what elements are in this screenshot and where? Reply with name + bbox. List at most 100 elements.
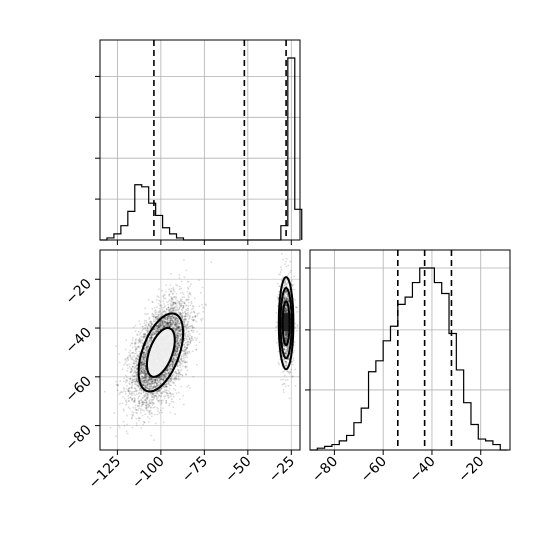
scatter-point — [152, 316, 155, 318]
scatter-point — [158, 394, 160, 396]
scatter-point — [150, 325, 153, 328]
scatter-point — [171, 318, 174, 321]
scatter-point — [176, 341, 179, 343]
scatter-point — [135, 362, 138, 365]
scatter-point — [190, 335, 193, 338]
scatter-point — [127, 390, 130, 392]
scatter-point — [150, 378, 153, 381]
scatter-point — [168, 288, 171, 291]
scatter-point — [164, 320, 167, 323]
scatter-point — [148, 412, 151, 414]
scatter-point — [141, 338, 143, 341]
scatter-point — [133, 399, 136, 402]
scatter-point — [176, 347, 178, 350]
scatter-point — [163, 303, 166, 305]
scatter-point — [198, 341, 201, 344]
scatter-point — [158, 326, 161, 328]
scatter-point — [141, 329, 144, 332]
scatter-point — [160, 400, 163, 402]
scatter-point — [158, 401, 160, 403]
scatter-point — [137, 392, 140, 395]
scatter-point — [154, 422, 157, 425]
scatter-point — [142, 333, 145, 336]
scatter-point — [187, 298, 190, 301]
scatter-point — [179, 322, 181, 324]
scatter-point — [146, 327, 149, 330]
scatter-point — [182, 350, 184, 352]
scatter-point — [125, 400, 127, 403]
scatter-point — [142, 380, 144, 383]
scatter-point — [192, 320, 195, 322]
scatter-point — [141, 360, 144, 362]
scatter-point — [172, 354, 175, 357]
scatter-point — [190, 283, 192, 286]
scatter-point — [131, 339, 134, 341]
scatter-point — [176, 302, 179, 304]
scatter-point — [135, 390, 138, 393]
scatter-point — [133, 375, 136, 377]
scatter-point — [157, 329, 160, 332]
scatter-point — [184, 314, 186, 317]
scatter-point — [136, 355, 139, 357]
scatter-point — [161, 378, 164, 381]
scatter-point — [150, 336, 153, 338]
scatter-point — [161, 322, 164, 325]
scatter-point — [176, 350, 178, 353]
scatter-point — [180, 359, 183, 361]
scatter-point — [149, 378, 152, 381]
scatter-point — [180, 302, 183, 305]
scatter-point — [174, 321, 177, 324]
scatter-point — [144, 362, 146, 365]
scatter-point — [134, 365, 137, 368]
scatter-point — [144, 327, 147, 330]
scatter-point — [137, 409, 140, 411]
scatter-point — [122, 420, 125, 423]
scatter-point — [174, 301, 177, 304]
scatter-point — [163, 310, 166, 312]
scatter-point — [184, 318, 187, 321]
scatter-point — [150, 337, 153, 340]
scatter-point — [175, 347, 178, 350]
scatter-point — [183, 302, 186, 304]
scatter-point — [131, 379, 134, 382]
scatter-point — [186, 304, 188, 307]
scatter-point — [168, 387, 171, 390]
scatter-point — [171, 320, 174, 322]
scatter-point — [148, 379, 151, 382]
scatter-point — [175, 319, 177, 322]
scatter-point — [152, 378, 155, 380]
scatter-point — [185, 304, 187, 307]
scatter-point — [141, 404, 144, 407]
scatter-point — [148, 387, 151, 390]
scatter-point — [144, 378, 147, 381]
scatter-point — [187, 313, 189, 315]
scatter-point — [132, 400, 135, 402]
scatter-point — [164, 395, 167, 397]
scatter-point — [168, 404, 171, 407]
scatter-point — [167, 309, 170, 312]
scatter-point — [175, 352, 177, 354]
scatter-point — [138, 389, 141, 392]
scatter-point — [143, 333, 146, 335]
scatter-point — [137, 342, 140, 344]
scatter-point — [143, 354, 146, 356]
scatter-point — [188, 330, 190, 333]
scatter-point — [131, 342, 134, 345]
scatter-point — [123, 409, 125, 412]
scatter-point — [150, 336, 153, 339]
scatter-point — [186, 327, 188, 330]
scatter-point — [169, 300, 172, 302]
scatter-point — [127, 395, 130, 397]
scatter-point — [154, 316, 157, 319]
scatter-point — [147, 376, 149, 379]
scatter-point — [177, 368, 180, 371]
scatter-point — [134, 343, 137, 345]
scatter-points — [103, 250, 299, 441]
scatter-point — [172, 321, 175, 324]
scatter-point — [141, 379, 144, 381]
scatter-point — [190, 302, 193, 305]
scatter-point — [151, 387, 153, 390]
scatter-point — [145, 400, 148, 402]
scatter-point — [190, 325, 193, 328]
scatter-point — [169, 384, 172, 387]
